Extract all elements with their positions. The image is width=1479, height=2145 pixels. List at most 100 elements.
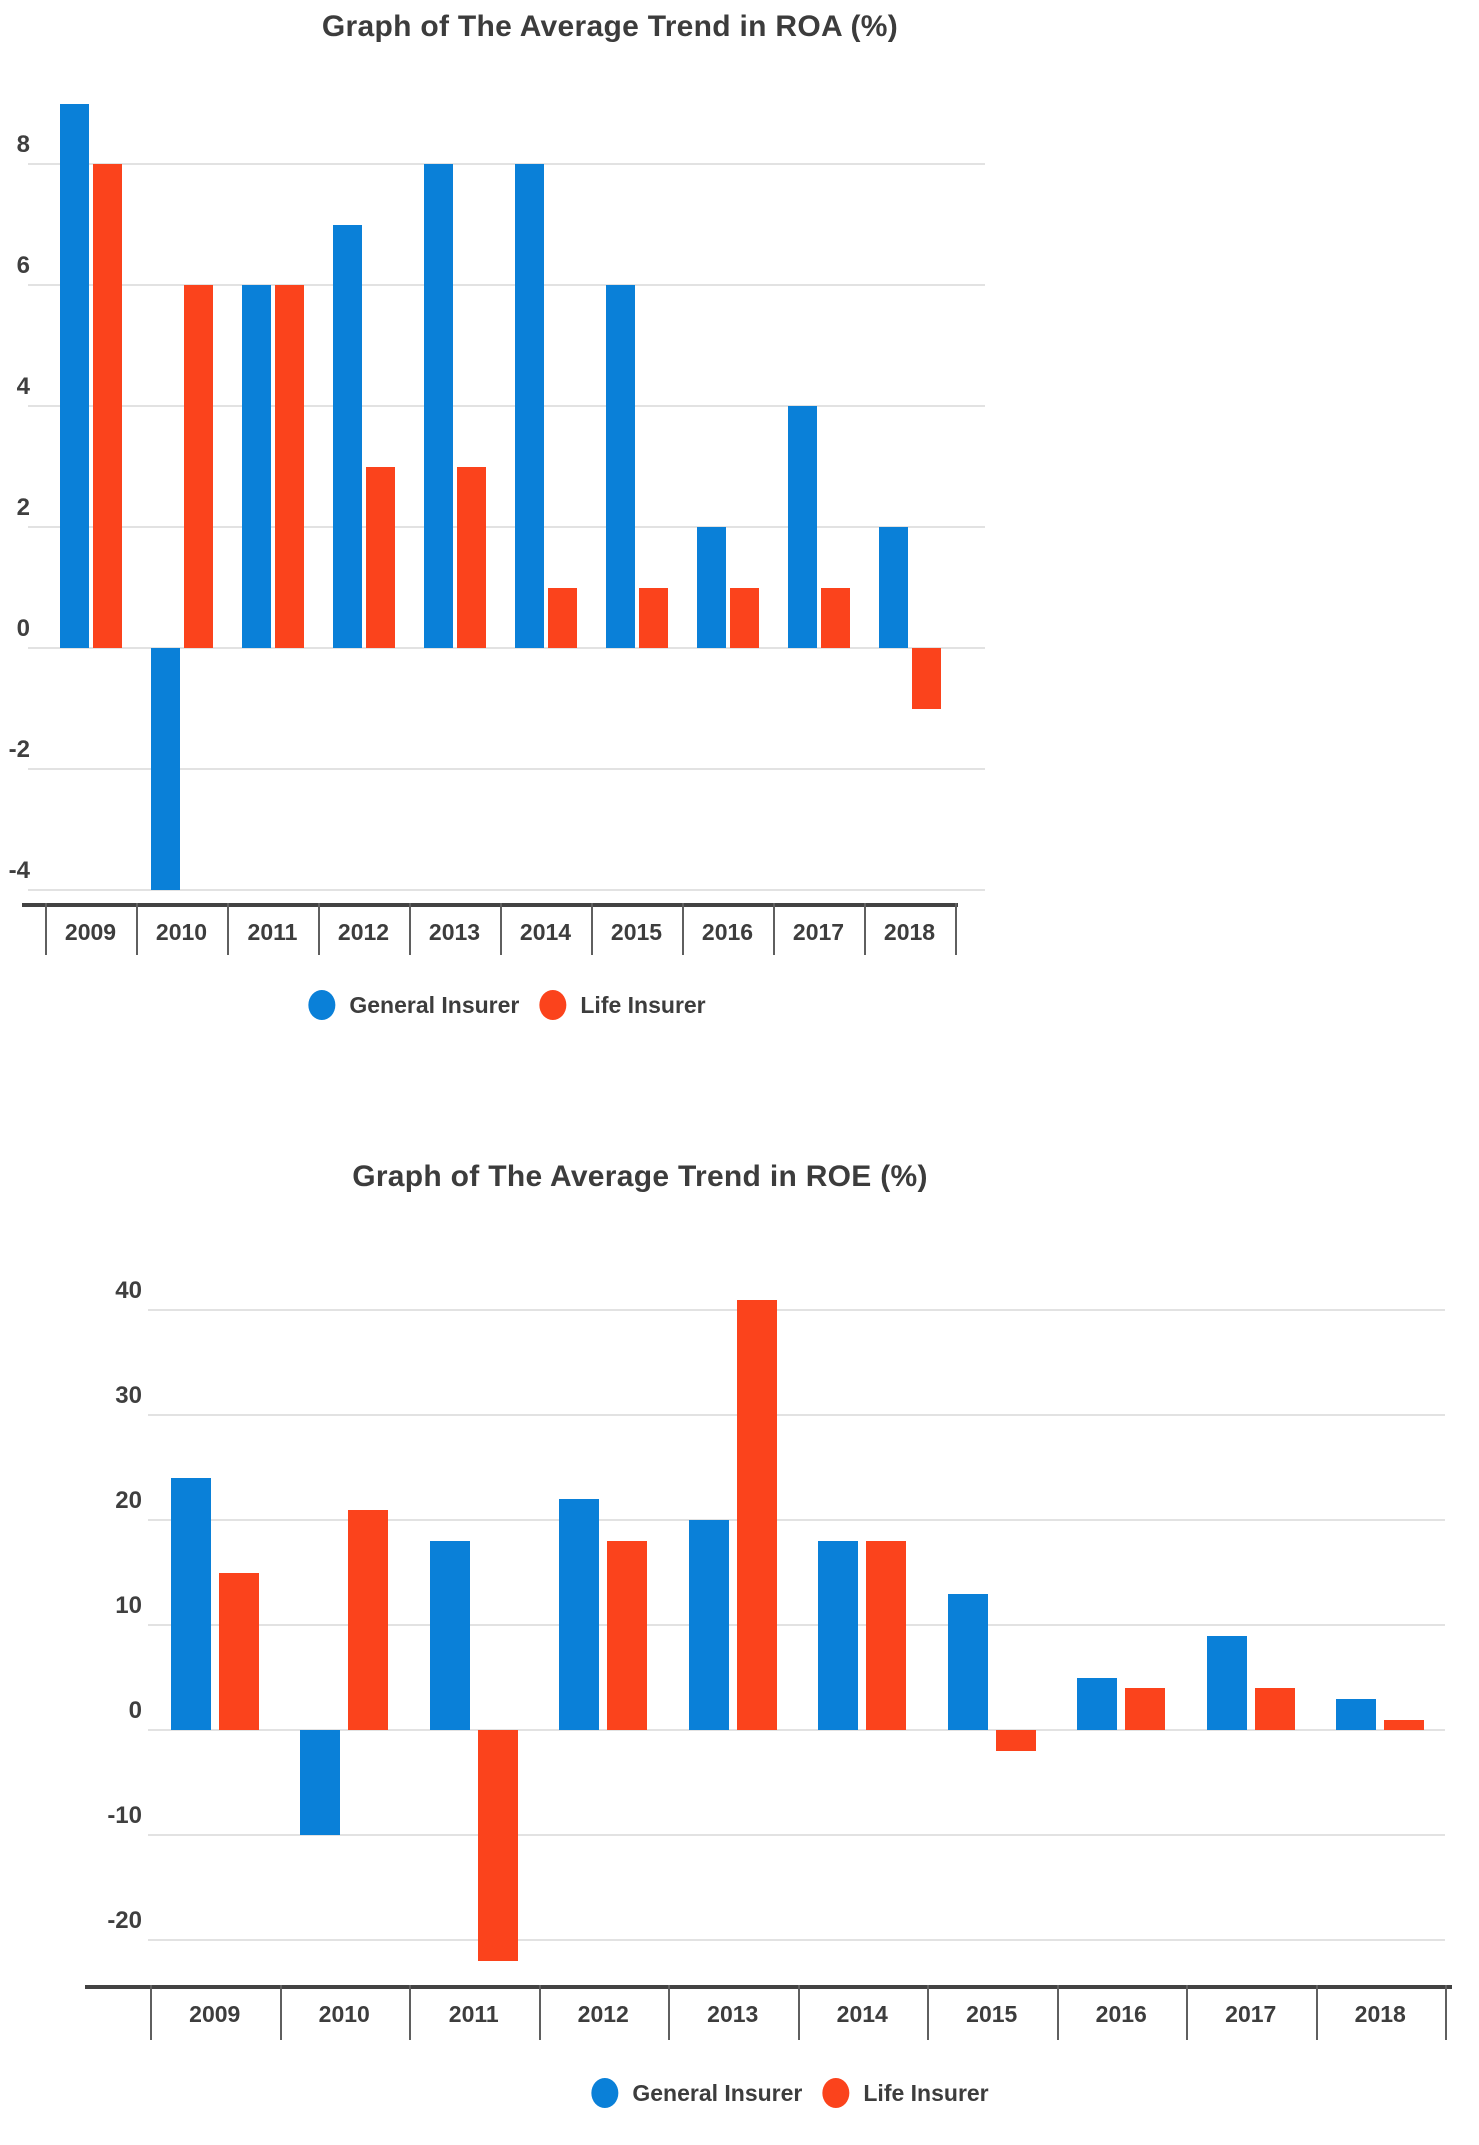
gridline-y0	[148, 1729, 1445, 1731]
x-axis-label-2010: 2010	[155, 919, 208, 945]
gridline-y6	[28, 284, 985, 286]
x-axis-tick	[1056, 1985, 1059, 2040]
legend-label: General Insurer	[349, 991, 520, 1018]
gridline-y20	[148, 1519, 1445, 1521]
bar-2018-life-insurer	[1384, 1719, 1425, 1730]
bar-2009-life-insurer	[92, 164, 122, 648]
x-axis-tick	[682, 903, 684, 955]
legend-item-general-insurer: General Insurer	[308, 990, 519, 1020]
y-axis-label-30: 30	[115, 1382, 142, 1409]
y-axis-label-40: 40	[115, 1277, 142, 1304]
x-axis-label-2009: 2009	[64, 919, 117, 945]
x-axis-label-2009: 2009	[189, 2001, 241, 2027]
bar-2011-general-insurer	[241, 285, 271, 648]
x-axis-tick	[409, 903, 411, 955]
bar-2010-life-insurer	[183, 285, 213, 648]
bar-2011-life-insurer	[274, 285, 304, 648]
legend-dot-icon	[591, 2078, 619, 2108]
bar-2012-general-insurer	[332, 224, 362, 648]
x-axis-tick	[668, 1985, 670, 2040]
x-axis-tick	[591, 903, 593, 955]
x-axis-label-2016: 2016	[1095, 2001, 1147, 2027]
x-axis-tick	[538, 1985, 541, 2040]
x-axis-tick	[955, 903, 957, 955]
bar-2018-general-insurer	[1336, 1698, 1377, 1730]
y-axis-label--4: -4	[8, 857, 30, 884]
y-axis-label-6: 6	[16, 252, 30, 279]
roa-chart-title: Graph of The Average Trend in ROA (%)	[321, 10, 899, 43]
x-axis-tick	[150, 1985, 152, 2040]
legend-label: Life Insurer	[863, 2079, 989, 2106]
x-axis-label-2015: 2015	[610, 919, 663, 945]
x-axis-tick	[409, 1985, 411, 2040]
roe-legend: General Insurer Life Insurer	[591, 2078, 989, 2108]
x-axis-tick	[136, 903, 138, 955]
legend-item-general-insurer: General Insurer	[591, 2078, 802, 2108]
bar-2012-life-insurer	[365, 466, 395, 648]
x-axis-label-2018: 2018	[883, 919, 936, 945]
bar-2012-general-insurer	[559, 1499, 600, 1730]
bar-2013-general-insurer	[688, 1520, 729, 1730]
x-axis-label-2013: 2013	[428, 919, 481, 945]
x-axis-label-2012: 2012	[577, 2001, 629, 2027]
y-axis-label-0: 0	[128, 1697, 142, 1724]
bar-2014-life-insurer	[547, 587, 577, 648]
bar-2015-general-insurer	[605, 285, 635, 648]
roa-legend: General Insurer Life Insurer	[308, 990, 706, 1020]
y-axis-label--10: -10	[107, 1802, 142, 1829]
bar-2011-general-insurer	[429, 1541, 470, 1730]
y-axis-label-10: 10	[115, 1592, 142, 1619]
bar-2011-life-insurer	[477, 1730, 518, 1961]
y-axis-label-8: 8	[16, 131, 30, 158]
x-axis-tick	[45, 903, 47, 955]
bar-2014-general-insurer	[818, 1541, 859, 1730]
x-axis-tick	[227, 903, 229, 955]
gridline-y-10	[148, 1834, 1445, 1836]
x-axis-tick	[864, 903, 866, 955]
x-axis-label-2011: 2011	[247, 919, 298, 945]
bar-2015-life-insurer	[995, 1730, 1036, 1751]
x-axis-tick	[318, 903, 320, 955]
x-axis-label-2012: 2012	[337, 919, 390, 945]
x-axis-label-2011: 2011	[448, 2001, 499, 2027]
gridline-y-4	[28, 889, 985, 891]
x-axis-tick	[927, 1985, 929, 2040]
bar-2009-life-insurer	[218, 1572, 259, 1730]
legend-label: General Insurer	[632, 2079, 803, 2106]
bar-2016-general-insurer	[1077, 1677, 1118, 1730]
x-axis-label-2018: 2018	[1354, 2001, 1406, 2027]
bar-2016-life-insurer	[1125, 1688, 1166, 1730]
y-axis-label-20: 20	[115, 1487, 142, 1514]
x-axis-line	[22, 903, 958, 907]
x-axis-tick	[773, 903, 775, 955]
y-axis-label-4: 4	[16, 373, 30, 400]
bar-2018-general-insurer	[878, 527, 908, 648]
bar-2017-life-insurer	[820, 587, 850, 648]
bar-2016-general-insurer	[696, 527, 726, 648]
x-axis-tick	[797, 1985, 800, 2040]
x-axis-label-2013: 2013	[707, 2001, 759, 2027]
bar-2013-life-insurer	[736, 1299, 777, 1730]
x-axis-label-2010: 2010	[318, 2001, 370, 2027]
legend-item-life-insurer: Life Insurer	[822, 2078, 989, 2108]
y-axis-label-2: 2	[16, 494, 30, 521]
legend-dot-icon	[539, 990, 567, 1020]
legend-label: Life Insurer	[580, 991, 706, 1018]
gridline-y10	[148, 1624, 1445, 1626]
bar-2009-general-insurer	[170, 1478, 211, 1730]
bar-2013-general-insurer	[423, 164, 453, 648]
bar-2012-life-insurer	[607, 1541, 648, 1730]
bar-2017-general-insurer	[1206, 1635, 1247, 1730]
bar-2017-general-insurer	[787, 406, 817, 648]
legend-item-life-insurer: Life Insurer	[539, 990, 706, 1020]
gridline-y0	[28, 647, 985, 649]
bar-2014-life-insurer	[866, 1541, 907, 1730]
legend-dot-icon	[822, 2078, 850, 2108]
roe-chart-title: Graph of The Average Trend in ROE (%)	[352, 1160, 928, 1193]
bar-2010-life-insurer	[348, 1509, 389, 1730]
bar-2015-general-insurer	[947, 1593, 988, 1730]
gridline-y2	[28, 526, 985, 528]
gridline-y-2	[28, 768, 985, 770]
x-axis-line	[85, 1985, 1452, 1989]
bar-2015-life-insurer	[638, 587, 668, 648]
